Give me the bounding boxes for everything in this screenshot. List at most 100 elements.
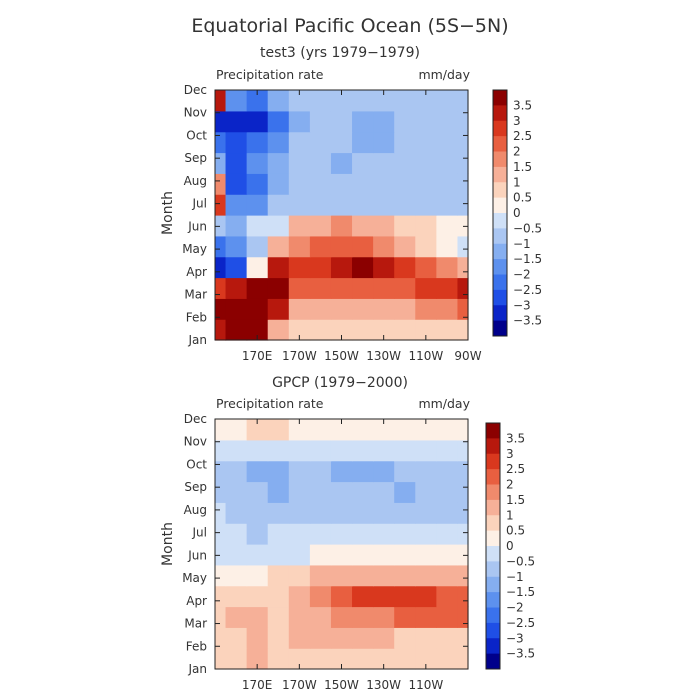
y-tick-label: Oct	[186, 457, 207, 471]
heatmap-cell	[394, 502, 416, 524]
heatmap-cell	[309, 131, 332, 154]
heatmap-cell	[457, 585, 469, 608]
heatmap-cell	[436, 298, 459, 320]
heatmap-cell	[267, 256, 290, 279]
heatmap-cell	[288, 564, 311, 587]
heatmap-cell	[330, 439, 353, 462]
heatmap-cell	[373, 277, 395, 299]
colorbar-label: 2.5	[513, 129, 532, 143]
colorbar-swatch	[493, 243, 507, 260]
heatmap-cell	[373, 439, 395, 462]
colorbar-label: −1	[513, 237, 531, 251]
heatmap-cell	[225, 439, 248, 462]
heatmap-cell	[373, 502, 395, 524]
heatmap-cell	[352, 460, 374, 483]
heatmap-cell	[394, 585, 416, 608]
heatmap-cell	[215, 152, 227, 174]
heatmap-cell	[267, 502, 290, 524]
heatmap-cell	[309, 235, 332, 258]
heatmap-cell	[246, 606, 269, 628]
heatmap-cell	[309, 585, 332, 608]
heatmap-cell	[436, 585, 459, 608]
heatmap-cell	[225, 298, 248, 320]
heatmap-cell	[309, 173, 332, 195]
field-label: Precipitation rate	[216, 396, 324, 411]
heatmap-cell	[309, 256, 332, 279]
heatmap-cell	[225, 606, 248, 628]
heatmap-cell	[215, 648, 227, 670]
colorbar-swatch	[493, 213, 507, 229]
heatmap-cell	[330, 648, 353, 670]
heatmap-cell	[352, 502, 374, 524]
heatmap-cell	[436, 173, 459, 195]
heatmap-cell	[352, 194, 374, 216]
heatmap-cell	[373, 235, 395, 258]
heatmap-cell	[352, 439, 374, 462]
y-tick-label: Feb	[186, 310, 207, 324]
heatmap-cell	[373, 481, 395, 503]
heatmap-cell	[436, 481, 459, 503]
colorbar-swatch	[486, 515, 500, 532]
heatmap-cell	[415, 235, 437, 258]
heatmap-cell	[267, 194, 290, 216]
heatmap-cell	[436, 523, 459, 545]
heatmap-cell	[415, 131, 437, 154]
heatmap-cell	[288, 419, 311, 441]
heatmap-cell	[246, 585, 269, 608]
colorbar-label: −1	[506, 570, 524, 584]
heatmap-cell	[288, 460, 311, 483]
colorbar-swatch	[493, 259, 507, 275]
heatmap-cell	[246, 544, 269, 566]
heatmap-cell	[352, 235, 374, 258]
heatmap-cell	[436, 460, 459, 483]
heatmap-cell	[309, 152, 332, 174]
heatmap-cell	[225, 627, 248, 649]
heatmap-cell	[246, 215, 269, 237]
heatmap-cell	[457, 110, 469, 133]
colorbar-swatch	[493, 120, 507, 137]
heatmap-cell	[352, 152, 374, 174]
y-tick-label: Jan	[188, 662, 208, 676]
heatmap-cell	[246, 460, 269, 483]
x-tick-label: 170W	[282, 678, 317, 692]
heatmap-cell	[288, 481, 311, 503]
colorbar-label: 1	[506, 508, 514, 522]
x-tick-label: 130W	[366, 349, 401, 363]
heatmap-cell	[330, 544, 353, 566]
colorbar-frame	[485, 422, 501, 670]
heatmap-cell	[267, 627, 290, 649]
plot-frame	[214, 89, 469, 341]
y-axis-label: Month	[160, 191, 176, 235]
heatmap-cell	[225, 152, 248, 174]
heatmap-cell	[330, 298, 353, 320]
heatmap-cell	[309, 627, 332, 649]
heatmap-cell	[457, 235, 469, 258]
heatmap-cell	[394, 564, 416, 587]
heatmap-cell	[309, 319, 332, 341]
heatmap-cell	[288, 502, 311, 524]
heatmap-cell	[457, 523, 469, 545]
heatmap-cell	[330, 194, 353, 216]
heatmap-cell	[457, 194, 469, 216]
y-tick-label: Oct	[186, 128, 207, 142]
heatmap-cell	[330, 460, 353, 483]
heatmap-cell	[373, 648, 395, 670]
heatmap-cell	[215, 173, 227, 195]
heatmap-cell	[288, 256, 311, 279]
heatmap-cell	[309, 90, 332, 112]
heatmap-cell	[267, 481, 290, 503]
heatmap-cell	[225, 564, 248, 587]
heatmap-cell	[246, 173, 269, 195]
field-label: Precipitation rate	[216, 67, 324, 82]
heatmap-cell	[246, 152, 269, 174]
heatmap-cell	[457, 215, 469, 237]
y-tick-label: Jul	[192, 197, 207, 211]
heatmap-cell	[215, 90, 227, 112]
colorbar-swatch	[486, 638, 500, 655]
colorbar-swatch	[486, 622, 500, 639]
heatmap-cell	[415, 319, 437, 341]
heatmap-cell	[330, 627, 353, 649]
colorbar-label: −2	[513, 268, 531, 282]
heatmap-cell	[225, 481, 248, 503]
y-tick-label: Nov	[184, 106, 207, 120]
